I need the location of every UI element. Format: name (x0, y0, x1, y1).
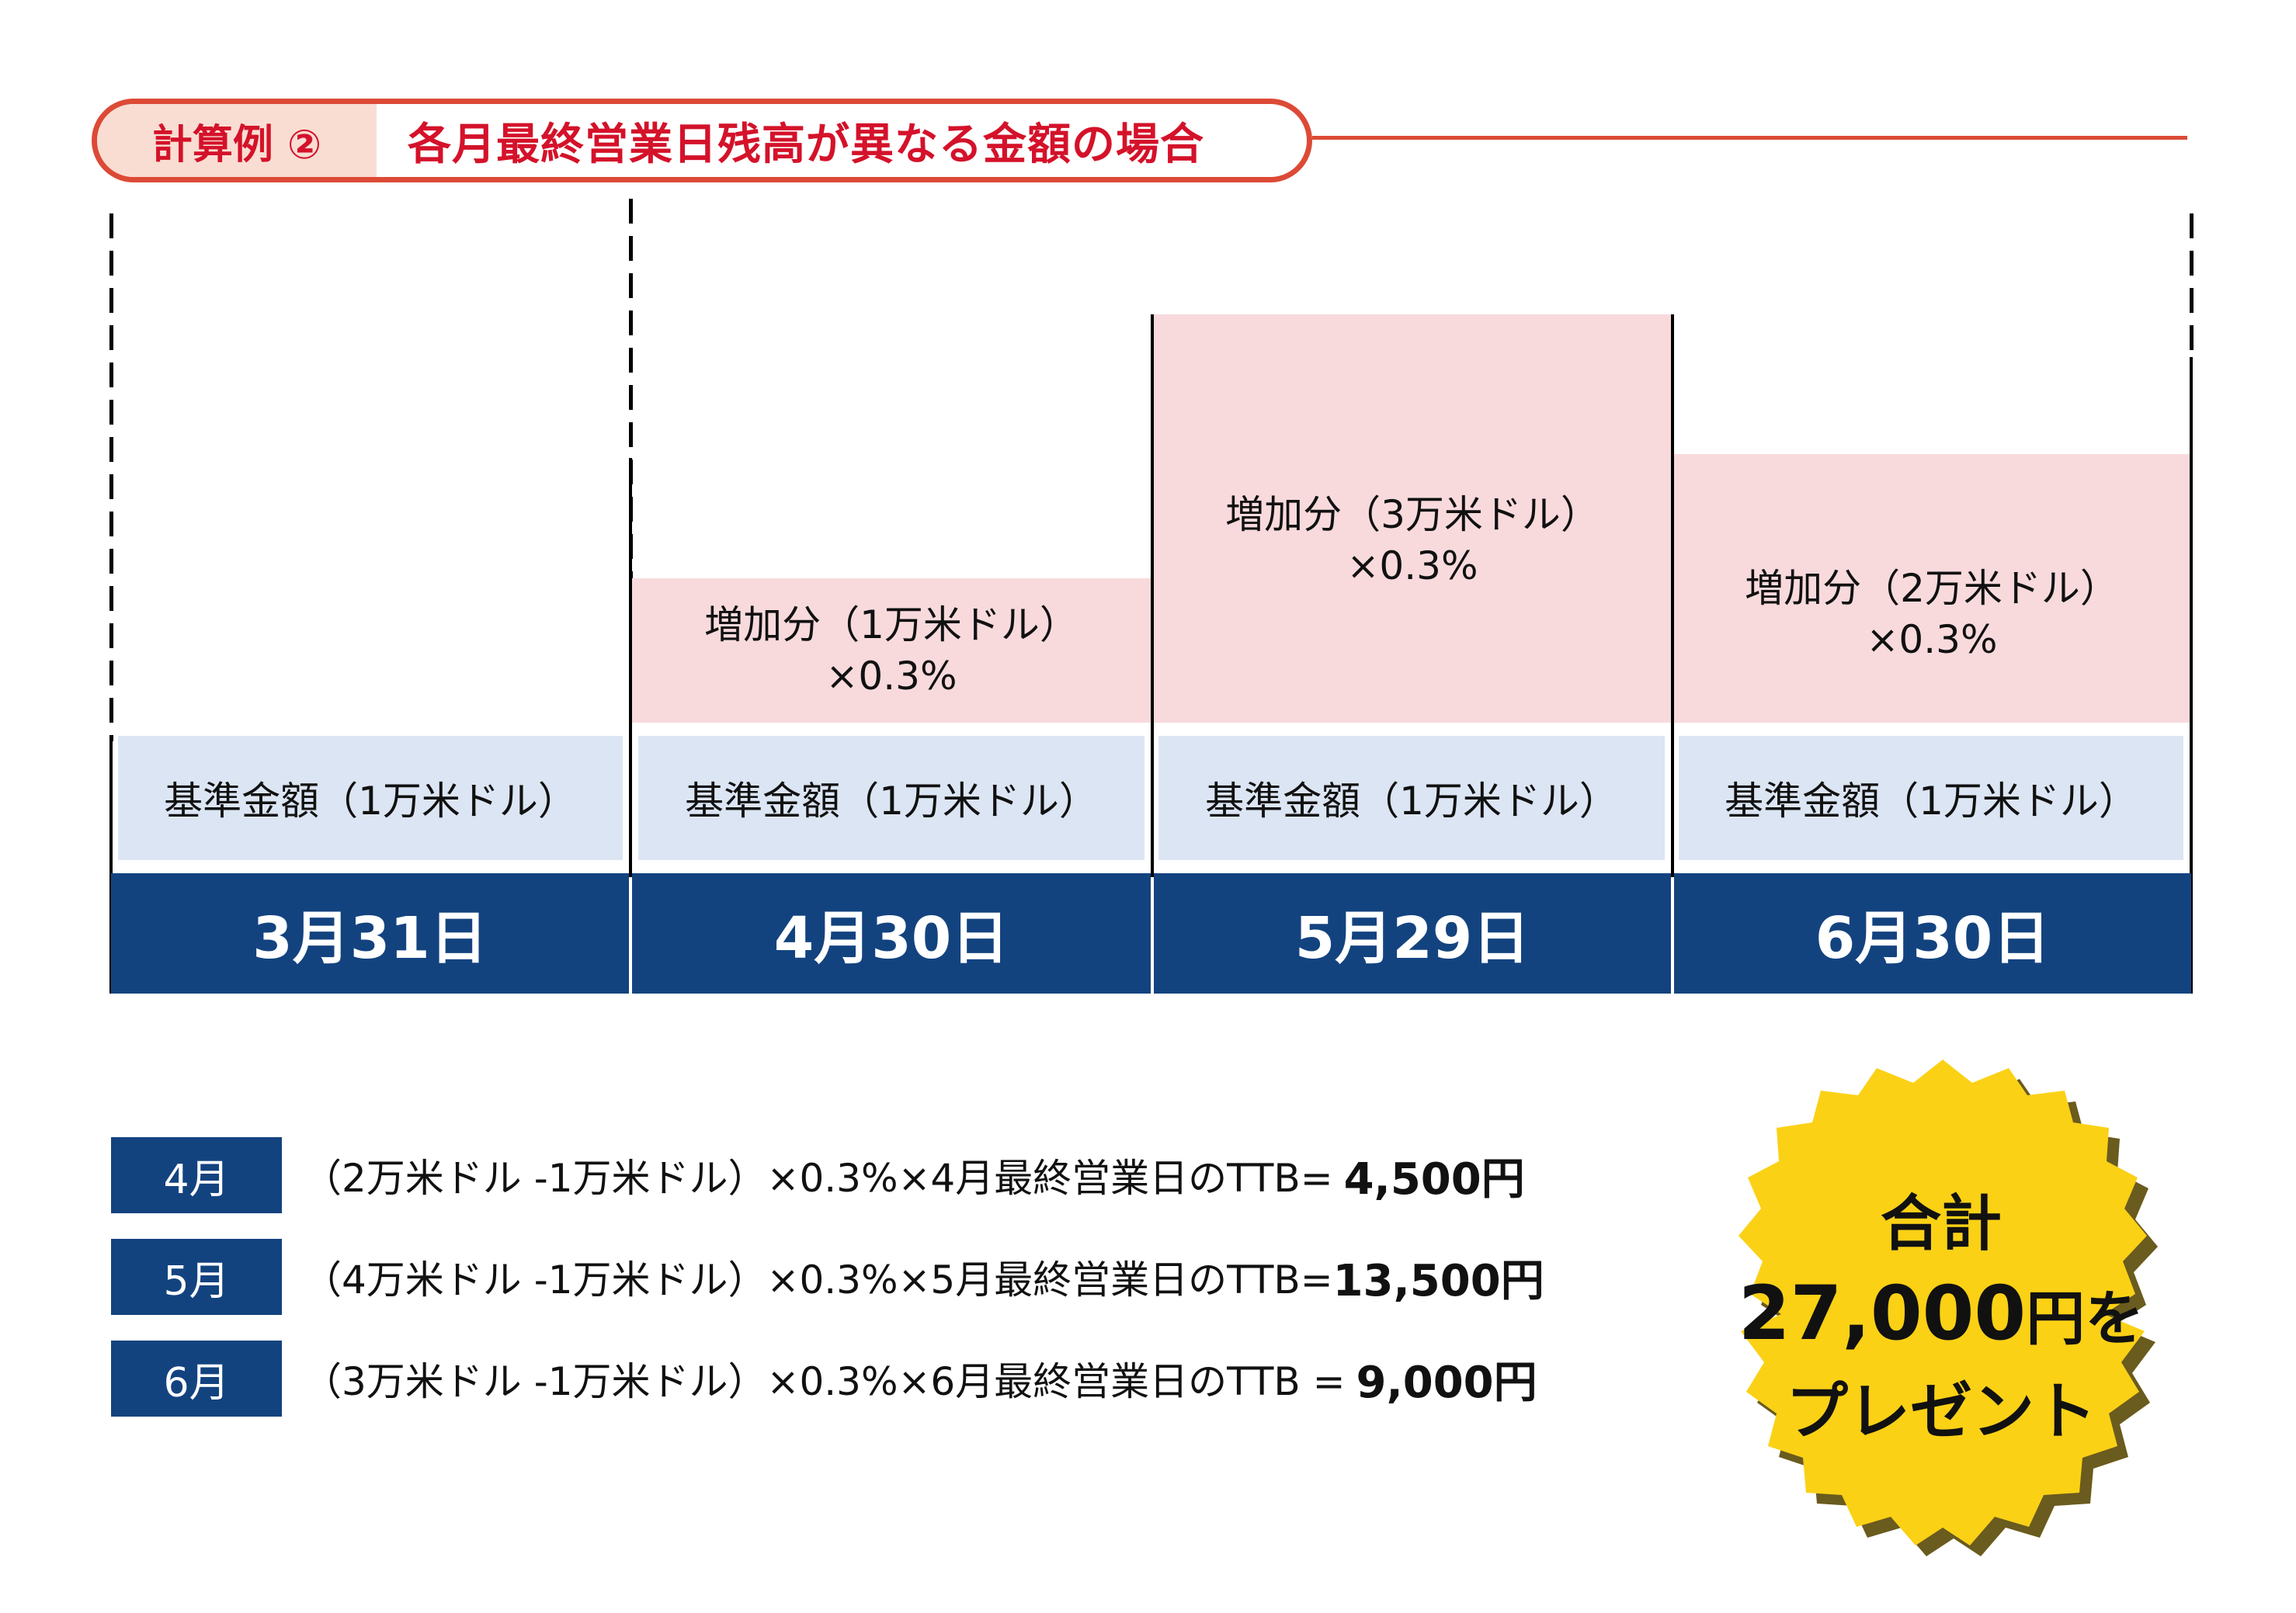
formula-amount: 4,500円 (1343, 1153, 1525, 1205)
column-divider-dashed (2190, 213, 2194, 353)
total-amount-line: 27,000円を (1738, 1267, 2144, 1365)
base-bar-may: 基準金額（1万米ドル） (1158, 736, 1665, 860)
formula-amount: 9,000円 (1356, 1357, 1537, 1408)
base-bar-march: 基準金額（1万米ドル） (118, 736, 623, 860)
header-rule (1312, 136, 2187, 140)
month-label-june: 6月 (111, 1341, 282, 1417)
increase-bar-may: 増加分（3万米ドル） ×0.3% (1154, 314, 1671, 723)
column-divider-dashed (629, 199, 633, 579)
month-label-april: 4月 (111, 1137, 282, 1213)
date-june: 6月30日 (1674, 873, 2191, 994)
formula-expression: （2万米ドル -1万米ドル）×0.3%×4月最終営業日のTTB= (303, 1156, 1333, 1201)
increase-bar-june: 増加分（2万米ドル） ×0.3% (1674, 454, 2190, 723)
date-label: 6月30日 (1815, 905, 2051, 972)
total-label: 合計 (1880, 1188, 2002, 1259)
increase-label: 増加分（3万米ドル） (1225, 492, 1600, 537)
date-label: 5月29日 (1294, 905, 1530, 972)
column-divider (109, 737, 113, 994)
column-divider-dashed (109, 213, 113, 741)
increase-label: 増加分（2万米ドル） (1745, 566, 2119, 611)
formula-row-may: （4万米ドル -1万米ドル）×0.3%×5月最終営業日のTTB= 13,500円 (303, 1239, 1544, 1315)
increase-label: 増加分（1万米ドル） (704, 602, 1079, 647)
base-label: 基準金額（1万米ドル） (685, 779, 1098, 824)
starburst-icon (1738, 1060, 2158, 1556)
total-badge: 合計 27,000円を プレゼント (1654, 1036, 2228, 1595)
date-label: 4月30日 (773, 905, 1009, 972)
column-divider (2190, 357, 2193, 994)
present-label: プレゼント (1786, 1375, 2096, 1448)
total-badge-text: 合計 27,000円を プレゼント (1669, 1052, 2213, 1587)
example-header: 計算例 ② 各月最終営業日残高が異なる金額の場合 (92, 99, 1312, 182)
increase-bar-april: 増加分（1万米ドル） ×0.3% (632, 578, 1151, 723)
column-divider (1151, 314, 1154, 877)
base-label: 基準金額（1万米ドル） (1205, 779, 1618, 824)
date-may: 5月29日 (1154, 873, 1671, 994)
total-amount-suffix: 円を (2026, 1283, 2145, 1353)
example-label: 計算例 ② (97, 104, 377, 177)
formula-expression: （3万米ドル -1万米ドル）×0.3%×6月最終営業日のTTB = (303, 1359, 1346, 1404)
date-march: 3月31日 (111, 873, 629, 994)
date-april: 4月30日 (632, 873, 1151, 994)
formula-row-april: （2万米ドル -1万米ドル）×0.3%×4月最終営業日のTTB= 4,500円 (303, 1137, 1525, 1213)
base-label: 基準金額（1万米ドル） (1725, 779, 2138, 824)
column-divider (629, 458, 632, 877)
formula-expression: （4万米ドル -1万米ドル）×0.3%×5月最終営業日のTTB= (303, 1257, 1333, 1303)
example-title: 各月最終営業日残高が異なる金額の場合 (408, 119, 1204, 170)
month-label-may: 5月 (111, 1239, 282, 1315)
formula-row-june: （3万米ドル -1万米ドル）×0.3%×6月最終営業日のTTB = 9,000円 (303, 1341, 1537, 1417)
base-label: 基準金額（1万米ドル） (164, 779, 577, 824)
date-label: 3月31日 (252, 905, 488, 972)
total-amount: 27,000 (1738, 1269, 2027, 1357)
formula-amount: 13,500円 (1332, 1255, 1544, 1306)
increase-rate: ×0.3% (1866, 617, 1998, 662)
increase-rate: ×0.3% (825, 654, 957, 699)
column-divider (1671, 314, 1674, 877)
base-bar-june: 基準金額（1万米ドル） (1679, 736, 2183, 860)
increase-rate: ×0.3% (1346, 543, 1478, 588)
base-bar-april: 基準金額（1万米ドル） (638, 736, 1145, 860)
